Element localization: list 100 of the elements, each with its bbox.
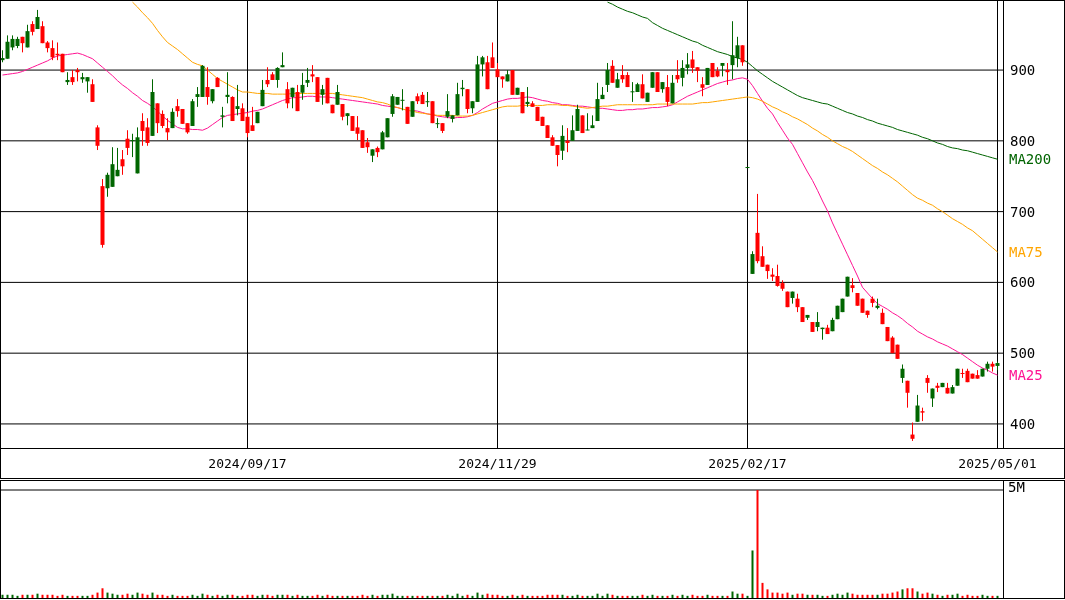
bar bbox=[206, 594, 209, 598]
candlestick bbox=[910, 422, 915, 442]
candlestick bbox=[675, 59, 680, 84]
x-tick-label: 2024/09/17 bbox=[208, 456, 287, 472]
bar bbox=[531, 595, 534, 598]
bar bbox=[266, 594, 269, 598]
bar bbox=[711, 595, 714, 598]
bar bbox=[416, 595, 419, 598]
bar bbox=[361, 594, 364, 598]
bar bbox=[346, 595, 349, 598]
candlestick bbox=[145, 117, 150, 147]
bar bbox=[151, 592, 154, 598]
x-tick-label: 2025/02/17 bbox=[708, 456, 787, 472]
bar bbox=[241, 595, 244, 598]
bar bbox=[291, 595, 294, 598]
bar bbox=[396, 595, 399, 598]
bar bbox=[641, 594, 644, 598]
candlestick bbox=[680, 59, 685, 87]
bar bbox=[686, 595, 689, 598]
bar bbox=[951, 594, 954, 598]
candlestick bbox=[335, 84, 340, 106]
bar bbox=[296, 594, 299, 598]
bar bbox=[746, 595, 749, 598]
bar bbox=[536, 595, 539, 598]
bar bbox=[301, 595, 304, 598]
bar bbox=[811, 594, 814, 598]
bar bbox=[601, 595, 604, 598]
bar bbox=[681, 594, 684, 598]
bar bbox=[636, 595, 639, 598]
bar bbox=[496, 594, 499, 598]
bar bbox=[691, 594, 694, 598]
bar bbox=[21, 594, 24, 598]
bar bbox=[906, 588, 909, 598]
bar bbox=[286, 594, 289, 598]
candlestick bbox=[610, 59, 615, 84]
bar bbox=[761, 582, 764, 598]
bar bbox=[311, 595, 314, 598]
candlestick bbox=[900, 363, 905, 384]
bar bbox=[371, 594, 374, 598]
bar bbox=[251, 594, 254, 598]
bar bbox=[661, 595, 664, 598]
candlestick bbox=[300, 72, 305, 101]
bar bbox=[26, 594, 29, 598]
candlestick bbox=[735, 36, 740, 68]
candlestick bbox=[205, 66, 210, 106]
bar bbox=[511, 594, 514, 598]
bar bbox=[676, 595, 679, 598]
bar bbox=[671, 594, 674, 598]
candlestick bbox=[90, 78, 95, 103]
bar bbox=[426, 595, 429, 598]
bar bbox=[351, 595, 354, 598]
bar bbox=[271, 595, 274, 598]
candlestick bbox=[305, 67, 310, 88]
bar bbox=[381, 594, 384, 598]
bar bbox=[491, 594, 494, 598]
candlestick bbox=[480, 55, 485, 77]
candlestick bbox=[725, 62, 730, 86]
bar bbox=[521, 594, 524, 598]
bar bbox=[551, 594, 554, 598]
bar bbox=[106, 592, 109, 598]
candlestick bbox=[815, 311, 820, 332]
bar bbox=[546, 594, 549, 598]
bar bbox=[41, 594, 44, 598]
candlestick bbox=[565, 127, 570, 153]
bar bbox=[1, 594, 4, 598]
candlestick bbox=[120, 149, 125, 176]
bar bbox=[31, 594, 34, 598]
candlestick bbox=[320, 84, 325, 106]
bar bbox=[191, 594, 194, 598]
bar bbox=[876, 594, 879, 598]
bar bbox=[526, 595, 529, 598]
candlestick bbox=[435, 117, 440, 129]
bar bbox=[146, 594, 149, 598]
bar bbox=[101, 588, 104, 598]
bar bbox=[156, 594, 159, 598]
bar bbox=[631, 595, 634, 598]
bar bbox=[236, 595, 239, 598]
bar bbox=[731, 591, 734, 598]
candlestick bbox=[585, 112, 590, 131]
candlestick bbox=[670, 74, 675, 104]
y-tick-label: 400 bbox=[1010, 415, 1036, 432]
line-series bbox=[132, 1, 998, 253]
series-label: MA75 bbox=[1009, 243, 1043, 260]
candlestick bbox=[425, 91, 430, 108]
candlestick bbox=[795, 293, 800, 313]
bar bbox=[131, 594, 134, 598]
bar bbox=[616, 595, 619, 598]
candlestick bbox=[250, 106, 255, 132]
candlestick bbox=[165, 117, 170, 141]
bar bbox=[221, 595, 224, 598]
x-tick-label: 2024/11/29 bbox=[458, 456, 537, 472]
bar bbox=[216, 594, 219, 598]
bar bbox=[321, 595, 324, 598]
bar bbox=[651, 594, 654, 598]
bar bbox=[856, 594, 859, 598]
bar bbox=[196, 595, 199, 598]
candlestick bbox=[665, 74, 670, 107]
bar bbox=[821, 595, 824, 598]
bar bbox=[481, 594, 484, 598]
bar bbox=[406, 595, 409, 598]
